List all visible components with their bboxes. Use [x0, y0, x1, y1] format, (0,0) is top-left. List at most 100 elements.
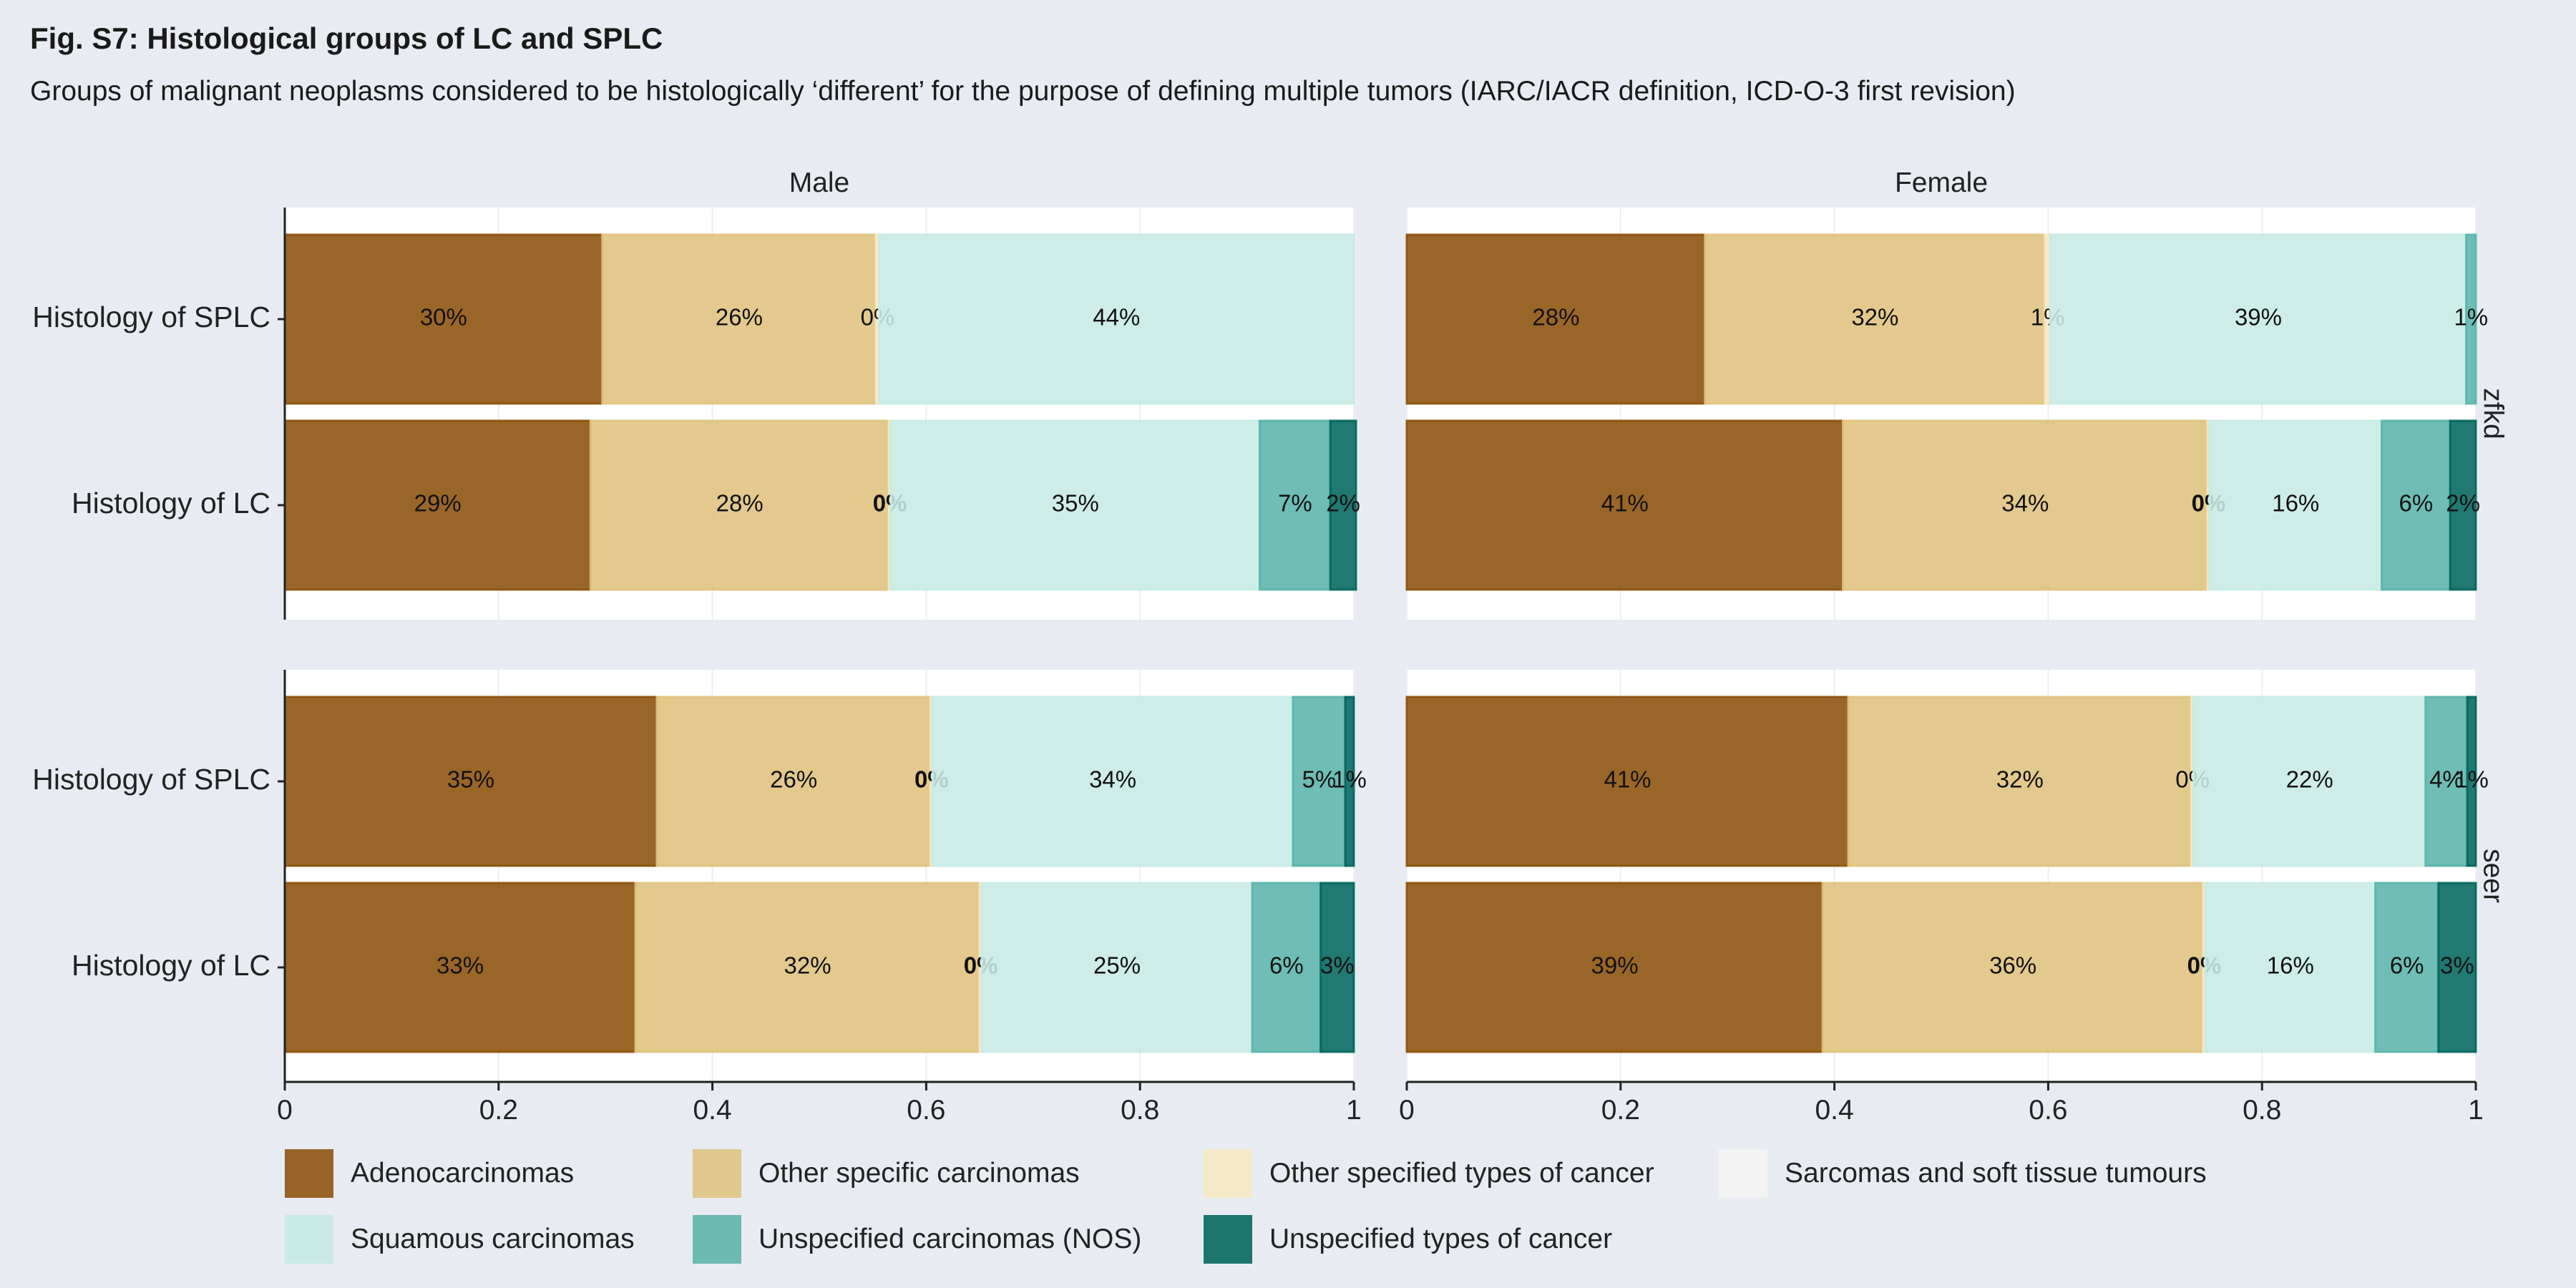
- bar-segment-unspecified-carcinomas-nos: [2374, 882, 2440, 1053]
- legend-swatch: [1204, 1215, 1252, 1264]
- data-label: 6%: [1269, 952, 1304, 979]
- x-tick-label: 0.6: [2029, 1095, 2067, 1126]
- bar-segment-unspecified-types-of-cancer: [2449, 419, 2477, 591]
- bar-segment-squamous-carcinomas: [2049, 233, 2468, 405]
- data-label: 34%: [1089, 766, 1136, 793]
- x-tick-label: 0.8: [1121, 1095, 1159, 1126]
- legend-label: Other specified types of cancer: [1269, 1158, 1654, 1189]
- legend-item: Adenocarcinomas: [285, 1148, 574, 1199]
- bar-segment-unspecified-types-of-cancer: [1319, 882, 1355, 1053]
- data-label: 33%: [436, 952, 484, 979]
- data-label: 25%: [1093, 952, 1141, 979]
- x-tick-label: 1: [1346, 1095, 1362, 1126]
- x-tick-label: 1: [2468, 1095, 2484, 1126]
- legend-label: Unspecified types of cancer: [1269, 1224, 1613, 1254]
- data-label: 28%: [1532, 304, 1579, 331]
- legend-swatch: [285, 1215, 333, 1264]
- panel-seer-male: 35%26%0%34%5%1%33%32%0%25%6%3%: [283, 670, 1367, 1082]
- bar-segment-adenocarcinomas: [283, 696, 658, 867]
- y-tick-label: Histology of LC: [72, 487, 270, 519]
- legend-label: Sarcomas and soft tissue tumours: [1785, 1158, 2207, 1189]
- data-label: 39%: [2235, 304, 2282, 331]
- bar-segment-other-specific-carcinomas: [1842, 419, 2209, 591]
- bar-segment-unspecified-carcinomas-nos: [1251, 882, 1322, 1053]
- data-label: 16%: [2267, 952, 2314, 979]
- legend-swatch: [693, 1149, 741, 1198]
- bar-segment-squamous-carcinomas: [2192, 696, 2427, 867]
- x-tick-label: 0.4: [1815, 1095, 1853, 1126]
- legend-item: Other specific carcinomas: [693, 1148, 1080, 1199]
- bar-segment-adenocarcinomas: [1405, 696, 1850, 867]
- legend-item: Unspecified types of cancer: [1204, 1214, 1612, 1265]
- bar-segment-squamous-carcinomas: [889, 419, 1262, 591]
- bar-segment-other-specific-carcinomas: [1821, 882, 2205, 1053]
- data-label: 4%: [2429, 766, 2464, 793]
- faceted-stacked-bar-chart: MaleFemalezfkdseer30%26%0%44%29%28%0%35%…: [32, 167, 2509, 1126]
- bar-segment-adenocarcinomas: [283, 233, 604, 405]
- data-label: 41%: [1604, 766, 1651, 793]
- bar-segment-other-specific-carcinomas: [655, 696, 932, 867]
- y-tick-label: Histology of SPLC: [32, 301, 270, 333]
- panel-zfkd-male: 30%26%0%44%29%28%0%35%7%2%: [283, 208, 1360, 620]
- bar-segment-adenocarcinomas: [283, 419, 592, 591]
- column-header-female: Female: [1895, 167, 1988, 198]
- bar-segment-unspecified-types-of-cancer: [1329, 419, 1357, 591]
- legend-swatch: [693, 1215, 741, 1264]
- legend-swatch: [285, 1149, 333, 1198]
- figure-title: Fig. S7: Histological groups of LC and S…: [30, 21, 663, 55]
- data-label: 5%: [1302, 766, 1337, 793]
- legend-item: Squamous carcinomas: [285, 1214, 635, 1265]
- row-strip-seer: seer: [2478, 849, 2509, 903]
- legend-swatch: [1719, 1149, 1767, 1198]
- data-label: 6%: [2399, 490, 2433, 517]
- bar-segment-other-specific-carcinomas: [1847, 696, 2193, 867]
- panel-seer-female: 41%32%0%22%4%1%39%36%0%16%6%3%: [1405, 670, 2489, 1082]
- data-label: 41%: [1601, 490, 1649, 517]
- bar-segment-adenocarcinomas: [1405, 882, 1824, 1053]
- bar-segment-unspecified-carcinomas-nos: [2465, 233, 2477, 405]
- data-label: 2%: [2446, 490, 2480, 517]
- data-label: 30%: [420, 304, 467, 331]
- data-label: 35%: [1052, 490, 1099, 517]
- x-tick-label: 0.2: [479, 1095, 518, 1126]
- panel-zfkd-female: 28%32%1%39%1%41%34%0%16%6%2%: [1405, 208, 2488, 620]
- data-label: 32%: [1996, 766, 2044, 793]
- bar-segment-squamous-carcinomas: [980, 882, 1254, 1053]
- x-tick-label: 0: [277, 1095, 293, 1126]
- legend-item: Other specified types of cancer: [1204, 1148, 1654, 1199]
- x-tick-label: 0.6: [907, 1095, 945, 1126]
- x-tick-label: 0: [1399, 1095, 1415, 1126]
- bar-segment-unspecified-carcinomas-nos: [1259, 419, 1332, 591]
- legend-swatch: [1204, 1149, 1252, 1198]
- legend-label: Squamous carcinomas: [351, 1224, 635, 1254]
- chart-legend: Adenocarcinomas Other specific carcinomas…: [0, 1138, 2576, 1281]
- bar-segment-squamous-carcinomas: [931, 696, 1294, 867]
- y-tick-label: Histology of LC: [72, 949, 270, 982]
- data-label: 3%: [2440, 952, 2474, 979]
- bar-segment-adenocarcinomas: [1405, 233, 1707, 405]
- legend-label: Unspecified carcinomas (NOS): [758, 1224, 1142, 1254]
- bar-segment-squamous-carcinomas: [2208, 419, 2384, 591]
- data-label: 1%: [1332, 766, 1367, 793]
- bar-segment-unspecified-types-of-cancer: [2437, 882, 2477, 1053]
- data-label: 26%: [716, 304, 763, 331]
- bar-segment-unspecified-types-of-cancer: [1344, 696, 1355, 867]
- legend-label: Other specific carcinomas: [758, 1158, 1080, 1189]
- x-tick-label: 0.8: [2243, 1095, 2281, 1126]
- bar-segment-other-specific-carcinomas: [589, 419, 890, 591]
- column-header-male: Male: [789, 167, 850, 198]
- legend-item: Unspecified carcinomas (NOS): [693, 1214, 1141, 1265]
- data-label: 36%: [1989, 952, 2036, 979]
- bar-segment-unspecified-types-of-cancer: [2466, 696, 2477, 867]
- data-label: 2%: [1326, 490, 1360, 517]
- bar-segment-other-specific-carcinomas: [634, 882, 981, 1053]
- data-label: 16%: [2272, 490, 2319, 517]
- data-label: 35%: [447, 766, 494, 793]
- legend-item: Sarcomas and soft tissue tumours: [1719, 1148, 2207, 1199]
- data-label: 32%: [784, 952, 831, 979]
- data-label: 28%: [716, 490, 763, 517]
- x-tick-label: 0.2: [1601, 1095, 1640, 1126]
- bar-segment-adenocarcinomas: [283, 882, 637, 1053]
- data-label: 1%: [2454, 304, 2488, 331]
- x-tick-label: 0.4: [693, 1095, 731, 1126]
